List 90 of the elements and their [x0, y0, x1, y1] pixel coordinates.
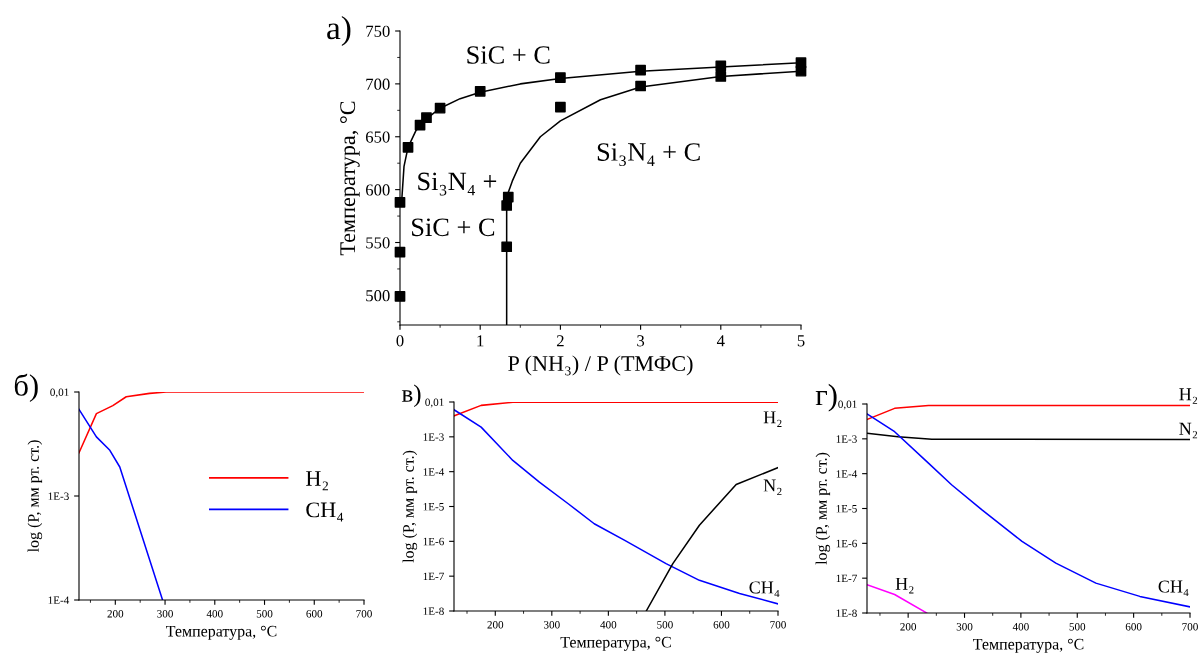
- series-label: H₂: [1179, 388, 1198, 404]
- point: [635, 80, 646, 92]
- series-label: CH₄: [1158, 580, 1189, 597]
- y-tick-label: 1E-7: [836, 574, 857, 583]
- x-axis-title: Температура, °C: [560, 636, 671, 651]
- x-tick-label: 500: [256, 610, 273, 618]
- x-tick-label: 700: [1182, 623, 1198, 631]
- y-tick-label: 700: [366, 78, 390, 90]
- y-tick-label: 1E-3: [836, 435, 857, 443]
- point: [474, 85, 486, 97]
- y-tick-label: 600: [365, 184, 390, 196]
- point: [635, 64, 646, 76]
- point: [715, 60, 727, 72]
- y-axis-title: Температура, °C: [340, 101, 360, 256]
- point: [394, 196, 406, 208]
- x-tick-label: 400: [1012, 623, 1029, 631]
- point: [501, 200, 513, 211]
- x-tick-label: 300: [157, 610, 173, 618]
- y-tick-label: 1E-3: [48, 492, 69, 500]
- x-tick-label: 400: [206, 610, 223, 618]
- y-tick-label: 1E-6: [423, 537, 444, 546]
- x-tick-label: 600: [713, 621, 730, 629]
- x-tick-label: 3: [637, 335, 645, 347]
- x-tick-label: 400: [600, 621, 617, 629]
- series-label: H₂: [895, 577, 914, 594]
- x-tick-label: 700: [356, 610, 372, 618]
- chart-title: в): [401, 384, 421, 408]
- y-tick-label: 0,01: [50, 388, 69, 398]
- y-tick-label: 650: [365, 131, 390, 143]
- annotation: Si₃N₄ + C: [597, 143, 700, 167]
- chart-title: г): [815, 383, 837, 412]
- x-tick-label: 200: [487, 621, 504, 629]
- y-tick-label: 1E-8: [423, 607, 444, 615]
- x-tick-label: 200: [107, 610, 124, 618]
- point: [394, 291, 406, 302]
- x-tick-label: 4: [716, 335, 725, 347]
- point: [795, 65, 807, 77]
- y-tick-label: 750: [366, 25, 390, 37]
- x-tick-label: 200: [900, 623, 917, 631]
- x-tick-label: 2: [556, 335, 564, 347]
- x-tick-label: 500: [657, 621, 673, 629]
- x-tick-label: 600: [1125, 623, 1142, 631]
- y-tick-label: 500: [366, 290, 390, 302]
- chart-title: б): [14, 373, 38, 403]
- legend-label: H₂: [306, 471, 328, 491]
- y-tick-label: 1E-3: [423, 433, 444, 441]
- y-tick-label: 0,01: [425, 398, 444, 408]
- x-axis-title: Температура, °C: [973, 638, 1084, 653]
- series-label: N₂: [1179, 422, 1198, 439]
- y-tick-label: 1E-5: [836, 505, 857, 513]
- legend-label: CH₄: [306, 502, 344, 522]
- x-axis-title: Температура, °C: [166, 625, 277, 640]
- x-tick-label: 500: [1069, 623, 1086, 631]
- x-tick-label: 1: [477, 335, 484, 347]
- series-label: CH₄: [749, 581, 780, 598]
- point: [555, 101, 566, 113]
- line-series: [79, 408, 164, 600]
- annotation: SiC + C: [467, 46, 550, 64]
- y-tick-label: 1E-8: [836, 609, 857, 617]
- y-axis-title: log (P, мм рт. ст.): [815, 452, 831, 565]
- y-tick-label: 1E-5: [423, 503, 444, 511]
- y-tick-label: 1E-4: [836, 470, 858, 478]
- chart-title: а): [327, 15, 351, 47]
- y-tick-label: 1E-6: [836, 539, 857, 548]
- y-tick-label: 1E-4: [48, 596, 70, 604]
- annotation: Si₃N₄ +: [418, 172, 497, 196]
- x-tick-label: 5: [797, 335, 805, 347]
- line-series: [79, 392, 364, 454]
- series-label: N₂: [763, 479, 782, 496]
- point: [502, 191, 514, 203]
- annotation: SiC + C: [412, 218, 495, 237]
- y-tick-label: 0,01: [838, 400, 857, 410]
- point: [421, 112, 432, 124]
- x-axis-title: P (NH₃) / P (ТМФС): [508, 355, 693, 376]
- y-tick-label: 1E-7: [423, 572, 444, 581]
- x-tick-label: 600: [306, 610, 323, 618]
- point: [402, 141, 414, 153]
- y-tick-label: 550: [366, 237, 390, 249]
- point: [555, 72, 566, 83]
- point: [501, 241, 513, 253]
- y-axis-title: log (P, мм рт. ст.): [402, 450, 418, 563]
- point: [434, 102, 446, 114]
- x-tick-label: 700: [770, 621, 786, 629]
- x-tick-label: 300: [956, 623, 973, 631]
- series-label: H₂: [763, 411, 782, 427]
- x-tick-label: 300: [544, 621, 560, 629]
- x-tick-label: 0: [396, 335, 404, 347]
- y-tick-label: 1E-4: [423, 468, 445, 476]
- y-axis-title: log (P, мм рт. ст.): [27, 440, 43, 553]
- point: [715, 71, 727, 82]
